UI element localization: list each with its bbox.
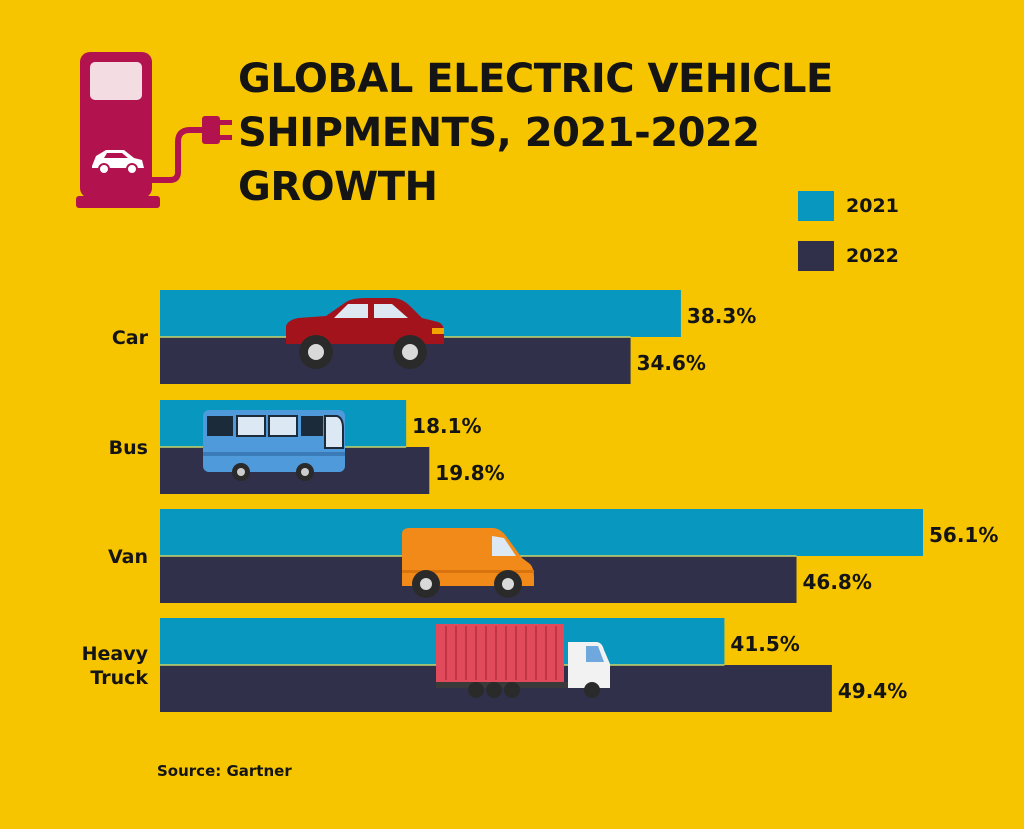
bar-van-2021 <box>160 509 923 556</box>
data-label-bus-2021: 18.1% <box>412 414 481 438</box>
category-label-car: Car <box>112 327 149 349</box>
chart-title: GLOBAL ELECTRIC VEHICLE SHIPMENTS, 2021-… <box>238 52 858 214</box>
legend-label-2022: 2022 <box>846 245 899 267</box>
legend-item-2022: 2022 <box>798 241 899 271</box>
data-label-van-2021: 56.1% <box>929 523 998 547</box>
legend-item-2021: 2021 <box>798 191 899 221</box>
data-label-car-2021: 38.3% <box>687 304 756 328</box>
category-label-heavy-truck: Heavy Truck <box>82 643 149 689</box>
ev-charger-icon <box>76 52 232 208</box>
legend-swatch-2021 <box>798 191 834 221</box>
data-label-car-2022: 34.6% <box>637 351 706 375</box>
category-label-bus: Bus <box>109 437 148 459</box>
data-label-bus-2022: 19.8% <box>435 461 504 485</box>
legend-label-2021: 2021 <box>846 195 899 217</box>
van-icon <box>402 528 534 598</box>
bus-icon <box>203 410 345 481</box>
data-label-heavy-truck-2022: 49.4% <box>838 679 907 703</box>
title-line: SHIPMENTS, 2021-2022 <box>238 110 760 156</box>
data-label-heavy-truck-2021: 41.5% <box>730 632 799 656</box>
data-label-van-2022: 46.8% <box>803 570 872 594</box>
source-note: Source: Gartner <box>157 762 292 780</box>
car-icon <box>286 298 444 369</box>
car-silhouette-icon <box>92 150 144 175</box>
legend-swatch-2022 <box>798 241 834 271</box>
title-line: GROWTH <box>238 164 438 210</box>
truck-icon <box>436 624 610 698</box>
category-label-van: Van <box>108 546 148 568</box>
title-line: GLOBAL ELECTRIC VEHICLE <box>238 56 833 102</box>
